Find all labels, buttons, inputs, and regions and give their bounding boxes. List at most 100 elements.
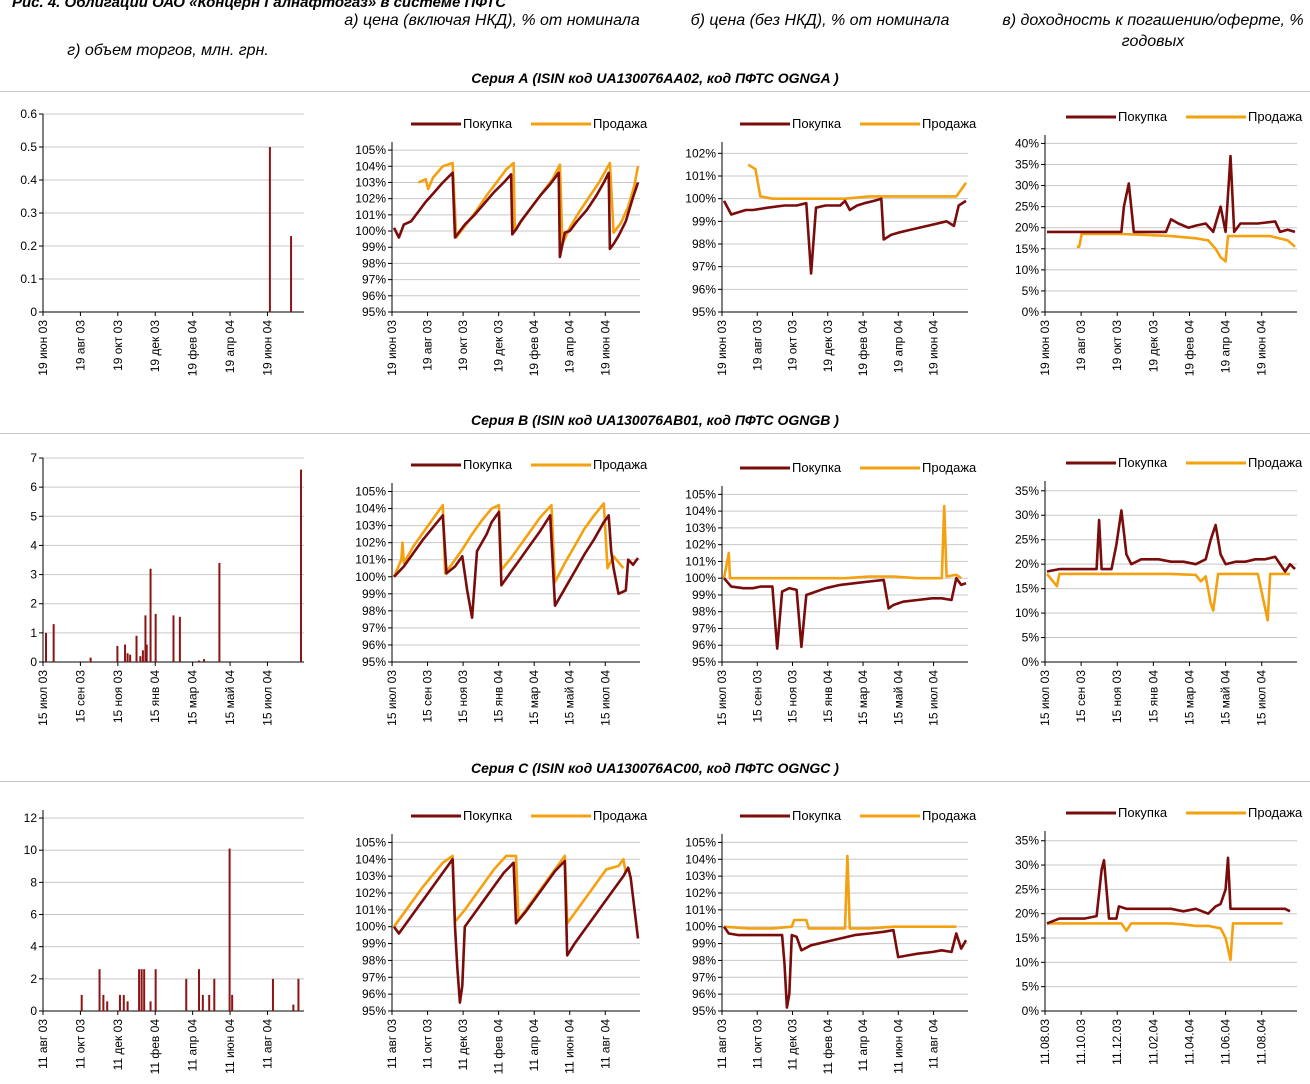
price-dirty-ytick-label-a: 97%	[362, 273, 386, 287]
price-dirty-ytick-label-c: 96%	[362, 987, 386, 1001]
volume-bar-b	[144, 615, 147, 662]
price-clean-ytick-label-c: 105%	[685, 835, 716, 849]
volume-xtick-label-c: 11 авг 04	[260, 1019, 274, 1069]
price-clean-xtick-label-a: 19 фев 04	[856, 320, 870, 377]
volume-xtick-label-c: 11 фев 04	[148, 1019, 162, 1075]
price-clean-ytick-label-c: 98%	[692, 953, 716, 967]
volume-ytick-label-a: 0.6	[20, 107, 37, 121]
volume-ytick-label-c: 0	[30, 1004, 37, 1018]
price-clean-xtick-label-c: 11 дек 03	[786, 1019, 800, 1071]
volume-bar-a	[290, 236, 293, 312]
volume-bar-c	[208, 994, 211, 1011]
yield-ytick-label-c: 10%	[1015, 955, 1039, 969]
price-clean-ytick-label-b: 105%	[685, 487, 716, 501]
yield-xtick-label-a: 19 окт 03	[1110, 320, 1124, 371]
yield-legend-sell-label-c: Продажа	[1248, 805, 1303, 820]
price-clean-sell-line-b	[722, 504, 962, 580]
price-dirty-ytick-label-a: 102%	[355, 192, 386, 206]
yield-legend-buy-label-c: Покупка	[1118, 805, 1168, 820]
price-clean-ytick-label-a: 96%	[692, 282, 716, 296]
yield-ytick-label-b: 10%	[1015, 606, 1039, 620]
volume-xtick-label-c: 11 дек 03	[111, 1019, 125, 1071]
price-clean-ytick-label-b: 103%	[685, 521, 716, 535]
price-clean-ytick-label-a: 99%	[692, 214, 716, 228]
price-clean-xtick-label-b: 15 ноя 03	[786, 670, 800, 723]
volume-bar-c	[231, 994, 234, 1011]
volume-bar-b	[126, 653, 129, 662]
price-clean-legend-sell-label-c: Продажа	[922, 808, 977, 823]
price-clean-legend-buy-label-a: Покупка	[792, 116, 842, 131]
price-dirty-xtick-label-c: 11 июн 04	[563, 1019, 577, 1074]
price-dirty-xtick-label-a: 19 дек 03	[492, 320, 506, 373]
volume-bar-c	[143, 969, 146, 1011]
price-dirty-xtick-label-b: 15 июл 04	[598, 670, 612, 726]
yield-sell-line-a	[1076, 232, 1296, 263]
price-clean-xtick-label-b: 15 сен 03	[750, 670, 764, 723]
yield-ytick-label-a: 0%	[1022, 305, 1040, 319]
volume-bar-c	[213, 978, 216, 1011]
price-clean-xtick-label-c: 11 июн 04	[891, 1019, 905, 1074]
price-clean-ytick-label-b: 101%	[685, 554, 716, 568]
yield-buy-line-a	[1047, 154, 1296, 234]
yield-ytick-label-a: 35%	[1015, 158, 1039, 172]
price-dirty-xtick-label-a: 19 фев 04	[527, 320, 541, 377]
yield-sell-line-c	[1047, 922, 1283, 962]
price-clean-ytick-label-a: 101%	[685, 169, 716, 183]
volume-bar-c	[149, 1001, 152, 1011]
price-clean-xtick-label-c: 11 авг 03	[715, 1019, 729, 1069]
yield-ytick-label-a: 25%	[1015, 200, 1039, 214]
volume-ytick-label-c: 6	[30, 908, 37, 922]
price-dirty-ytick-label-c: 102%	[355, 886, 386, 900]
price-clean-ytick-label-a: 97%	[692, 260, 716, 274]
volume-xtick-label-c: 11 июн 04	[223, 1019, 237, 1074]
volume-bar-b	[52, 624, 55, 662]
price-dirty-ytick-label-b: 104%	[355, 502, 386, 516]
price-dirty-ytick-label-c: 99%	[362, 937, 386, 951]
price-clean-ytick-label-b: 97%	[692, 621, 716, 635]
yield-xtick-label-b: 15 май 04	[1219, 670, 1233, 725]
yield-xtick-label-c: 11.04.04	[1182, 1019, 1196, 1065]
price-dirty-xtick-label-a: 19 июн 03	[385, 320, 399, 376]
volume-xtick-label-b: 15 мар 04	[186, 670, 200, 725]
volume-xtick-label-c: 11 окт 03	[73, 1019, 87, 1069]
figure-title: Рис. 4. Облигации ОАО «Концерн Галнафтог…	[12, 0, 507, 11]
price-dirty-ytick-label-a: 100%	[355, 224, 386, 238]
price-dirty-xtick-label-a: 19 окт 03	[456, 320, 470, 371]
volume-ytick-label-c: 4	[30, 940, 37, 954]
volume-xtick-label-a: 19 фев 04	[186, 320, 200, 377]
yield-ytick-label-c: 25%	[1015, 882, 1039, 896]
price-dirty-ytick-label-b: 100%	[355, 570, 386, 584]
volume-ytick-label-b: 6	[30, 480, 37, 494]
separator-c	[0, 781, 1310, 782]
volume-bar-b	[149, 568, 152, 662]
price-clean-sell-line-c	[723, 854, 957, 930]
yield-ytick-label-c: 35%	[1015, 834, 1039, 848]
price-dirty-xtick-label-a: 19 апр 04	[563, 320, 577, 374]
volume-bar-b	[154, 613, 157, 662]
price-clean-ytick-label-a: 100%	[685, 192, 716, 206]
volume-ytick-label-b: 5	[30, 509, 37, 523]
price-clean-xtick-label-b: 15 мар 04	[856, 670, 870, 725]
header-volume: г) объем торгов, млн. грн.	[67, 42, 269, 59]
price-clean-xtick-label-a: 19 авг 03	[750, 320, 764, 371]
volume-bar-c	[140, 969, 143, 1011]
volume-bar-b	[300, 469, 302, 662]
volume-bar-c	[201, 994, 204, 1011]
price-clean-ytick-label-a: 95%	[692, 305, 716, 319]
volume-bar-b	[172, 615, 175, 662]
volume-xtick-label-a: 19 апр 04	[223, 320, 237, 374]
price-clean-ytick-label-c: 95%	[692, 1004, 716, 1018]
price-clean-xtick-label-a: 19 апр 04	[891, 320, 905, 374]
price-clean-ytick-label-c: 101%	[685, 903, 716, 917]
yield-xtick-label-b: 15 июл 03	[1038, 670, 1052, 726]
yield-ytick-label-c: 5%	[1022, 980, 1040, 994]
price-dirty-xtick-label-a: 19 июн 04	[598, 320, 612, 376]
price-dirty-xtick-label-c: 11 авг 03	[385, 1019, 399, 1069]
price-dirty-ytick-label-c: 104%	[355, 852, 386, 866]
volume-bar-c	[122, 994, 125, 1011]
yield-xtick-label-c: 11.02.04	[1146, 1019, 1160, 1065]
yield-xtick-label-c: 11.12.03	[1110, 1019, 1124, 1065]
price-clean-xtick-label-c: 11 окт 03	[750, 1019, 764, 1069]
yield-ytick-label-b: 0%	[1022, 655, 1040, 669]
price-clean-xtick-label-b: 15 июл 04	[927, 670, 941, 726]
